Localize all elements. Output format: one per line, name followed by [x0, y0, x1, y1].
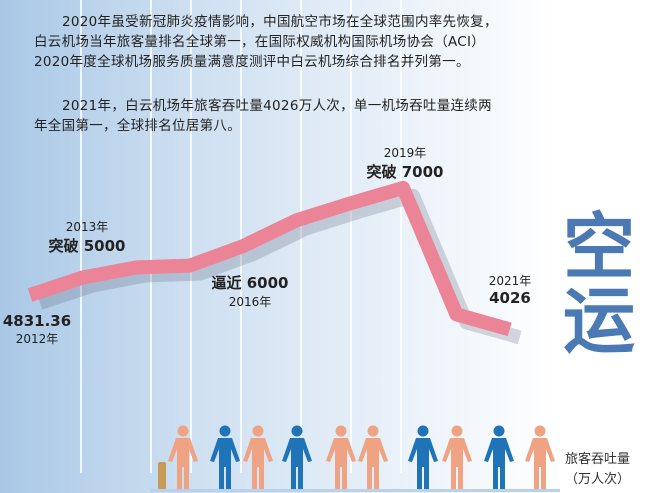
paragraph-1: 2020年虽受新冠肺炎疫情影响，中国航空市场在全球范围内率先恢复， 白云机场当年…: [34, 12, 498, 72]
para2-line: 2021年，白云机场年旅客吞吐量4026万人次，单一机场吞吐量连续两: [62, 98, 492, 114]
value-label: 逼近 6000: [211, 274, 289, 292]
para1-line: 2020年度全球机场服务质量满意度测评中白云机场综合排名并列第一。: [34, 54, 470, 70]
label-2012: 4831.36 2012年: [2, 312, 72, 347]
person-icon: [209, 425, 241, 493]
para1-line: 白云机场当年旅客量排名全球第一，在国际权威机构国际机场协会（ACI）: [34, 34, 486, 50]
year-label: 2016年: [228, 295, 272, 309]
label-2013: 2013年 突破 5000: [42, 218, 132, 256]
year-label: 2013年: [65, 220, 109, 234]
unit-line: （万人次）: [565, 472, 631, 487]
unit-line: 旅客吞吐量: [565, 452, 631, 467]
label-2016: 逼近 6000 2016年: [205, 272, 295, 310]
ground-line: [150, 489, 560, 492]
paragraph-2: 2021年，白云机场年旅客吞吐量4026万人次，单一机场吞吐量连续两 年全国第一…: [34, 96, 492, 136]
value-label: 4026: [489, 289, 531, 307]
year-label: 2021年: [488, 274, 532, 288]
stripe: [300, 0, 302, 473]
stripe: [350, 0, 352, 473]
value-label: 突破 5000: [48, 237, 126, 255]
person-icon: [242, 425, 274, 493]
person-icon: [281, 425, 313, 493]
unit-caption: 旅客吞吐量 （万人次）: [565, 450, 630, 490]
person-icon: [167, 425, 199, 493]
label-2021: 2021年 4026: [470, 272, 550, 307]
stripe: [80, 0, 82, 473]
year-label: 2012年: [15, 332, 59, 346]
value-label: 4831.36: [2, 312, 72, 330]
stripe: [240, 0, 242, 473]
value-label: 突破 7000: [366, 163, 444, 181]
luggage-icon: [158, 462, 166, 490]
person-icon: [441, 425, 473, 493]
person-icon: [483, 425, 515, 493]
stripe: [400, 0, 402, 473]
year-label: 2019年: [383, 146, 427, 160]
person-icon: [325, 425, 357, 493]
section-title: 空运: [563, 205, 636, 363]
person-icon: [524, 425, 556, 493]
series-line: [27, 180, 512, 337]
stripe: [190, 0, 192, 473]
label-2019: 2019年 突破 7000: [360, 144, 450, 182]
person-icon: [407, 425, 439, 493]
para1-line: 2020年虽受新冠肺炎疫情影响，中国航空市场在全球范围内率先恢复，: [62, 14, 498, 30]
para2-line: 年全国第一，全球排名位居第八。: [34, 118, 241, 134]
person-icon: [357, 425, 389, 493]
stripe: [150, 0, 152, 473]
